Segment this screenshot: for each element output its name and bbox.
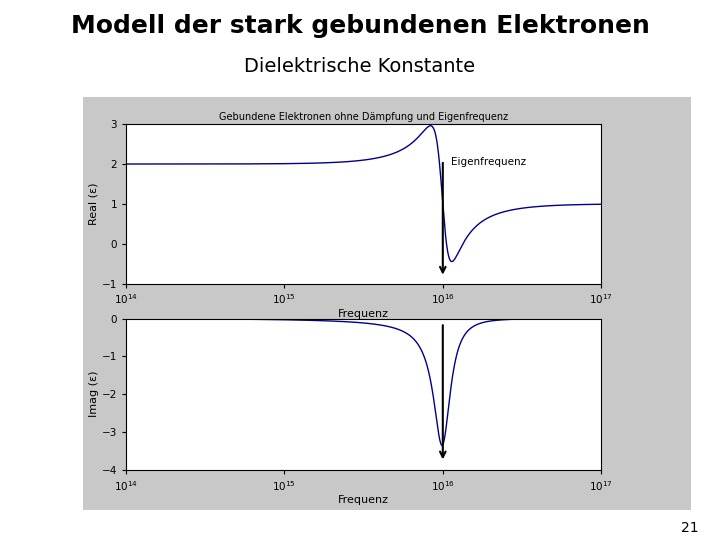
Y-axis label: Real (ε): Real (ε): [89, 183, 99, 225]
Text: Eigenfrequenz: Eigenfrequenz: [451, 157, 526, 167]
Text: 21: 21: [681, 521, 698, 535]
Text: Dielektrische Konstante: Dielektrische Konstante: [244, 57, 476, 76]
X-axis label: Frequenz: Frequenz: [338, 309, 389, 319]
Title: Gebundene Elektronen ohne Dämpfung und Eigenfrequenz: Gebundene Elektronen ohne Dämpfung und E…: [219, 112, 508, 122]
X-axis label: Frequenz: Frequenz: [338, 495, 389, 505]
Text: Modell der stark gebundenen Elektronen: Modell der stark gebundenen Elektronen: [71, 14, 649, 37]
Y-axis label: Imag (ε): Imag (ε): [89, 371, 99, 417]
